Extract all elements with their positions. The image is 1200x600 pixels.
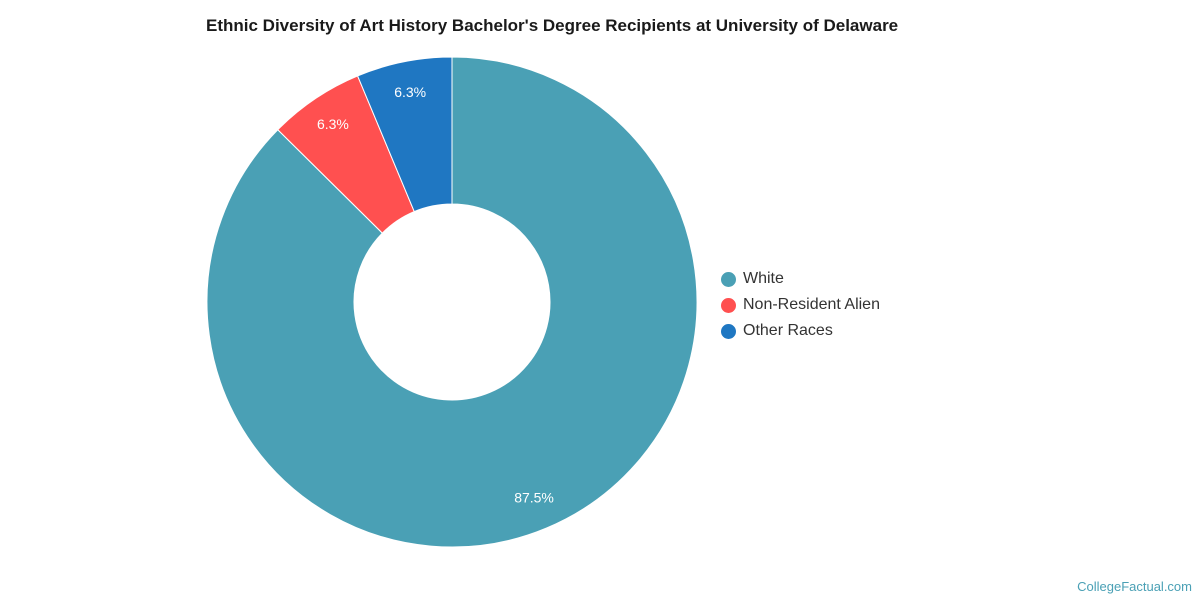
slice-white[interactable] (206, 56, 698, 548)
legend-swatch-icon (721, 271, 736, 287)
legend-swatch-icon (721, 297, 736, 313)
slice-label-non-resident-alien: 6.3% (317, 116, 349, 132)
chart-title: Ethnic Diversity of Art History Bachelor… (206, 16, 899, 35)
slice-label-white: 87.5% (514, 489, 554, 505)
legend: White Non-Resident Alien Other Races (721, 266, 880, 344)
legend-item-other-races[interactable]: Other Races (721, 318, 880, 344)
source-credit[interactable]: CollegeFactual.com (1077, 579, 1192, 594)
legend-label: Non-Resident Alien (743, 296, 880, 313)
legend-item-non-resident-alien[interactable]: Non-Resident Alien (721, 292, 880, 318)
legend-label: White (743, 270, 784, 287)
slice-other-races[interactable] (356, 56, 453, 213)
legend-item-white[interactable]: White (721, 266, 880, 292)
slice-label-other-races: 6.3% (394, 84, 426, 100)
legend-swatch-icon (721, 323, 736, 339)
legend-label: Other Races (743, 322, 833, 339)
